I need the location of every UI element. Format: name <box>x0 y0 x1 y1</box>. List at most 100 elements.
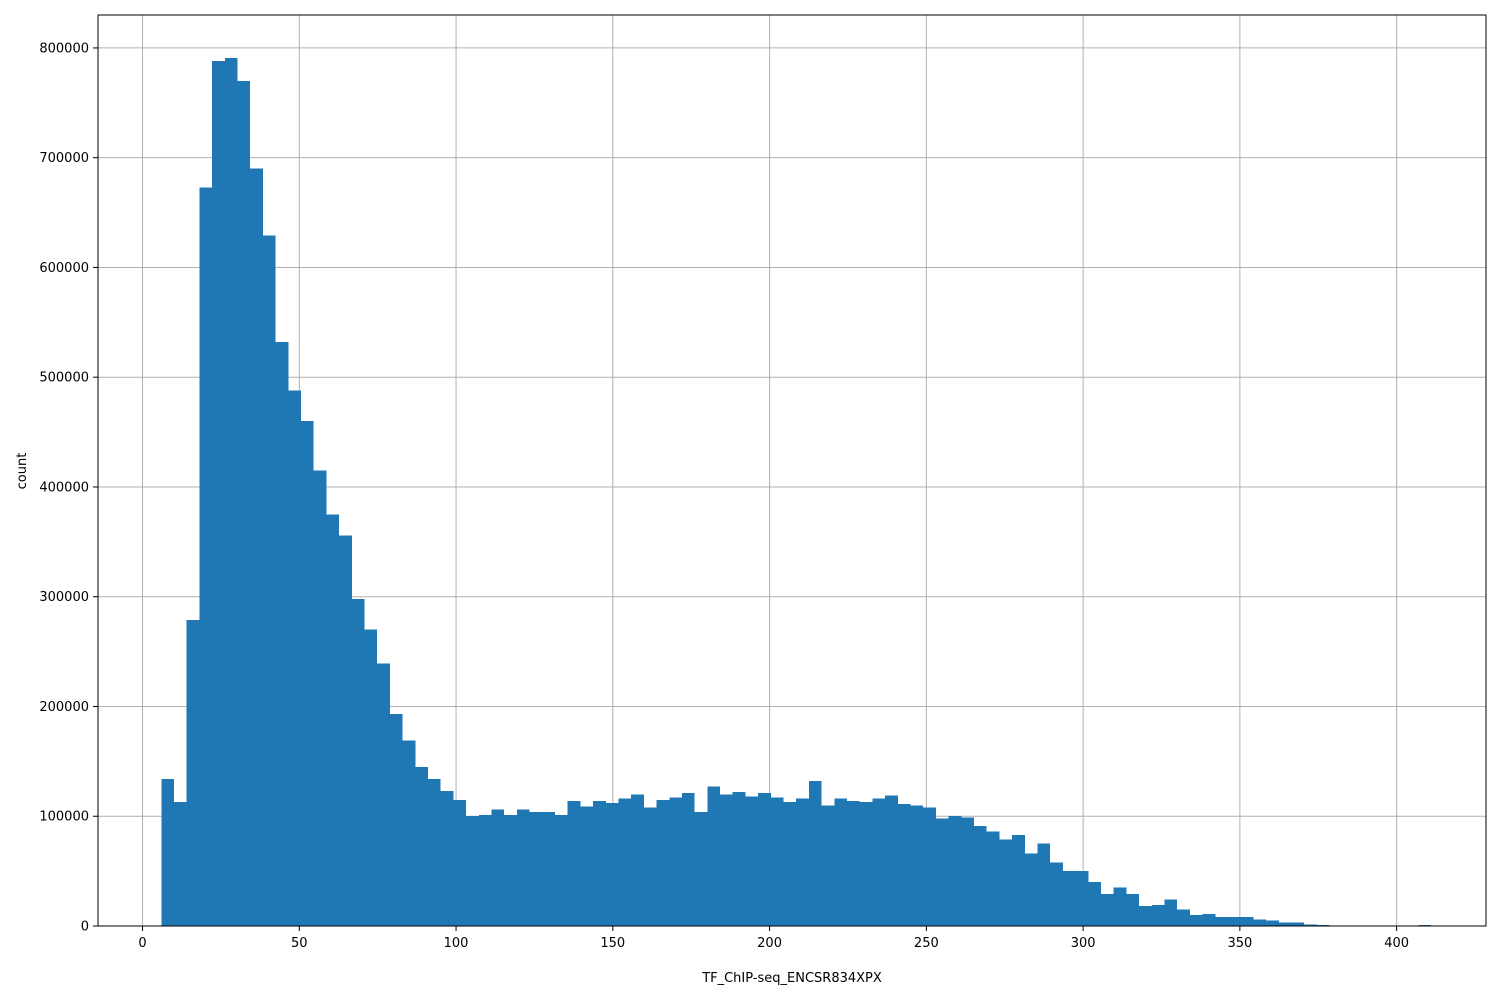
histogram-bar <box>681 793 695 926</box>
x-axis-ticks: 0 50 100 150 200 250 300 350 400 <box>138 926 1409 951</box>
histogram-bar <box>1240 917 1254 926</box>
histogram-bar <box>758 793 771 926</box>
histogram-bar <box>974 826 987 926</box>
histogram-bar <box>1253 919 1267 926</box>
histogram-bar <box>174 801 187 926</box>
histogram-bar <box>1088 882 1101 926</box>
histogram-bar <box>986 831 1000 926</box>
histogram-bar <box>351 598 365 926</box>
histogram-bar <box>948 816 962 926</box>
histogram-bar <box>770 797 784 926</box>
histogram-bar <box>808 781 822 926</box>
x-tick-label: 350 <box>1227 936 1252 951</box>
histogram-bar <box>1062 871 1076 926</box>
histogram-bar <box>935 818 949 926</box>
histogram-bar <box>631 794 644 926</box>
histogram-bar <box>1126 894 1140 926</box>
histogram-bar <box>491 809 505 926</box>
histogram-bar <box>656 799 670 926</box>
histogram-bar <box>1075 871 1089 926</box>
histogram-bar <box>720 794 733 926</box>
y-tick-label: 800000 <box>39 41 89 56</box>
histogram-bar <box>580 806 594 926</box>
histogram-bar <box>847 800 860 926</box>
y-axis-ticks: 0 100000 200000 300000 400000 500000 600000 700… <box>39 41 98 935</box>
histogram-bar <box>923 807 936 926</box>
histogram-bar <box>618 798 632 926</box>
histogram-bar <box>224 57 238 926</box>
x-tick-label: 150 <box>600 936 625 951</box>
histogram-bar <box>288 390 302 926</box>
histogram-bar <box>1151 905 1165 926</box>
histogram-bar <box>250 168 263 926</box>
histogram-bar <box>212 61 225 926</box>
histogram-bar <box>199 187 213 927</box>
y-tick-label: 0 <box>81 920 89 935</box>
histogram-bar <box>1304 924 1317 926</box>
histogram-bar <box>377 663 390 926</box>
histogram-bar <box>694 811 708 926</box>
histogram-bar <box>415 766 428 926</box>
histogram-bar <box>910 805 924 926</box>
histogram-bar <box>427 778 441 926</box>
histogram-bar <box>478 815 492 926</box>
y-tick-label: 200000 <box>39 700 89 715</box>
x-tick-label: 250 <box>914 936 939 951</box>
histogram-bar <box>1278 922 1292 926</box>
histogram-bar <box>389 714 403 926</box>
histogram-bar <box>453 799 467 926</box>
histogram-bar <box>186 619 200 926</box>
y-tick-label: 500000 <box>39 371 89 386</box>
histogram-bar <box>516 809 530 926</box>
histogram-bar <box>1139 906 1152 926</box>
x-tick-label: 300 <box>1071 936 1096 951</box>
histogram-bar <box>999 839 1013 926</box>
histogram-bar <box>897 804 911 926</box>
y-tick-label: 700000 <box>39 151 89 166</box>
y-tick-label: 100000 <box>39 810 89 825</box>
histogram-bar <box>834 798 848 926</box>
histogram-bar <box>796 798 809 926</box>
histogram-bar <box>275 342 289 927</box>
histogram-bar <box>961 817 975 926</box>
histogram-bar <box>262 235 276 926</box>
histogram-bar <box>301 421 314 926</box>
histogram-bar <box>1266 920 1279 926</box>
histogram-bar <box>529 811 543 926</box>
histogram-bar <box>1189 915 1203 926</box>
histogram-bar <box>885 795 898 926</box>
x-tick-label: 50 <box>291 936 308 951</box>
histogram-bar <box>593 800 606 926</box>
histogram-bars <box>161 57 1432 927</box>
x-tick-label: 0 <box>138 936 146 951</box>
histogram-bar <box>872 798 886 926</box>
histogram-bar <box>821 805 835 926</box>
histogram-bar <box>1215 917 1228 926</box>
histogram-bar <box>1291 922 1305 926</box>
histogram-bar <box>466 816 479 926</box>
y-tick-label: 600000 <box>39 261 89 276</box>
histogram-bar <box>326 514 340 926</box>
x-tick-label: 400 <box>1384 936 1409 951</box>
histogram-bar <box>542 811 555 926</box>
histogram-bar <box>1100 894 1114 926</box>
histogram-bar <box>567 800 581 926</box>
x-tick-label: 200 <box>757 936 782 951</box>
histogram-bar <box>504 815 517 926</box>
histogram-bar <box>643 807 657 926</box>
histogram-bar <box>1177 909 1190 926</box>
histogram-bar <box>1037 843 1051 926</box>
y-tick-label: 400000 <box>39 480 89 495</box>
histogram-bar <box>605 803 619 926</box>
y-axis-label: count <box>15 453 30 490</box>
plot-frame <box>97 14 1487 927</box>
histogram-bar <box>364 629 378 926</box>
y-tick-label: 300000 <box>39 590 89 605</box>
histogram-bar <box>1202 913 1216 926</box>
histogram-bar <box>732 792 746 926</box>
histogram-bar <box>339 535 352 926</box>
histogram-bar <box>859 801 873 926</box>
histogram-bar <box>783 801 797 926</box>
histogram-bar <box>1113 887 1127 926</box>
